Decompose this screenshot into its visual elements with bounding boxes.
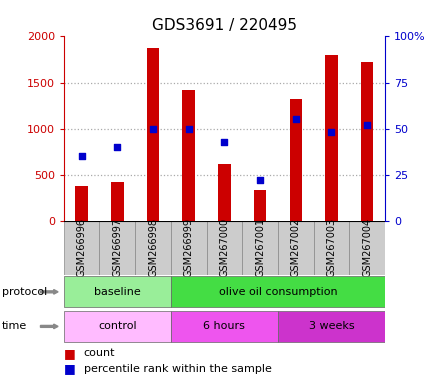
Point (292, 116, 299, 122)
Point (78, 153, 85, 159)
Text: baseline: baseline (94, 287, 141, 297)
Bar (349, 221, 385, 275)
Point (328, 129, 335, 136)
Text: protocol: protocol (2, 287, 48, 297)
Text: control: control (98, 321, 137, 331)
Bar (111, 182, 124, 221)
Point (257, 177, 264, 183)
Bar (361, 62, 374, 221)
Bar (278, 311, 385, 342)
Text: GSM267004: GSM267004 (362, 218, 372, 277)
Text: GSM267001: GSM267001 (255, 218, 265, 277)
Text: GSM266996: GSM266996 (77, 218, 87, 277)
Bar (99, 221, 135, 275)
Text: 6 hours: 6 hours (203, 321, 246, 331)
Bar (64, 311, 171, 342)
Bar (278, 221, 314, 275)
Text: GSM266997: GSM266997 (112, 218, 122, 277)
Bar (75, 186, 88, 221)
Bar (314, 221, 349, 275)
Point (185, 126, 192, 132)
Text: count: count (84, 348, 115, 358)
Bar (135, 221, 171, 275)
Bar (254, 190, 266, 221)
Bar (147, 48, 159, 221)
Bar (171, 311, 278, 342)
Bar (171, 276, 385, 307)
Bar (218, 164, 231, 221)
Text: GSM266998: GSM266998 (148, 218, 158, 277)
Bar (325, 55, 338, 221)
Text: GSM267003: GSM267003 (326, 218, 337, 277)
Point (150, 126, 157, 132)
Bar (171, 221, 206, 275)
Bar (206, 221, 242, 275)
Text: 3 weeks: 3 weeks (308, 321, 354, 331)
Text: GSM266999: GSM266999 (184, 218, 194, 277)
Text: time: time (2, 321, 27, 331)
Text: percentile rank within the sample: percentile rank within the sample (84, 364, 271, 374)
Bar (242, 221, 278, 275)
Point (363, 122, 370, 128)
Point (221, 139, 228, 145)
Bar (64, 276, 171, 307)
Text: GSM267002: GSM267002 (291, 218, 301, 277)
Text: ■: ■ (64, 347, 76, 360)
Text: olive oil consumption: olive oil consumption (219, 287, 337, 297)
Bar (64, 221, 99, 275)
Point (114, 144, 121, 150)
Text: GSM267000: GSM267000 (220, 218, 229, 277)
Text: ■: ■ (64, 362, 76, 375)
Bar (290, 99, 302, 221)
Bar (183, 90, 195, 221)
Title: GDS3691 / 220495: GDS3691 / 220495 (152, 18, 297, 33)
